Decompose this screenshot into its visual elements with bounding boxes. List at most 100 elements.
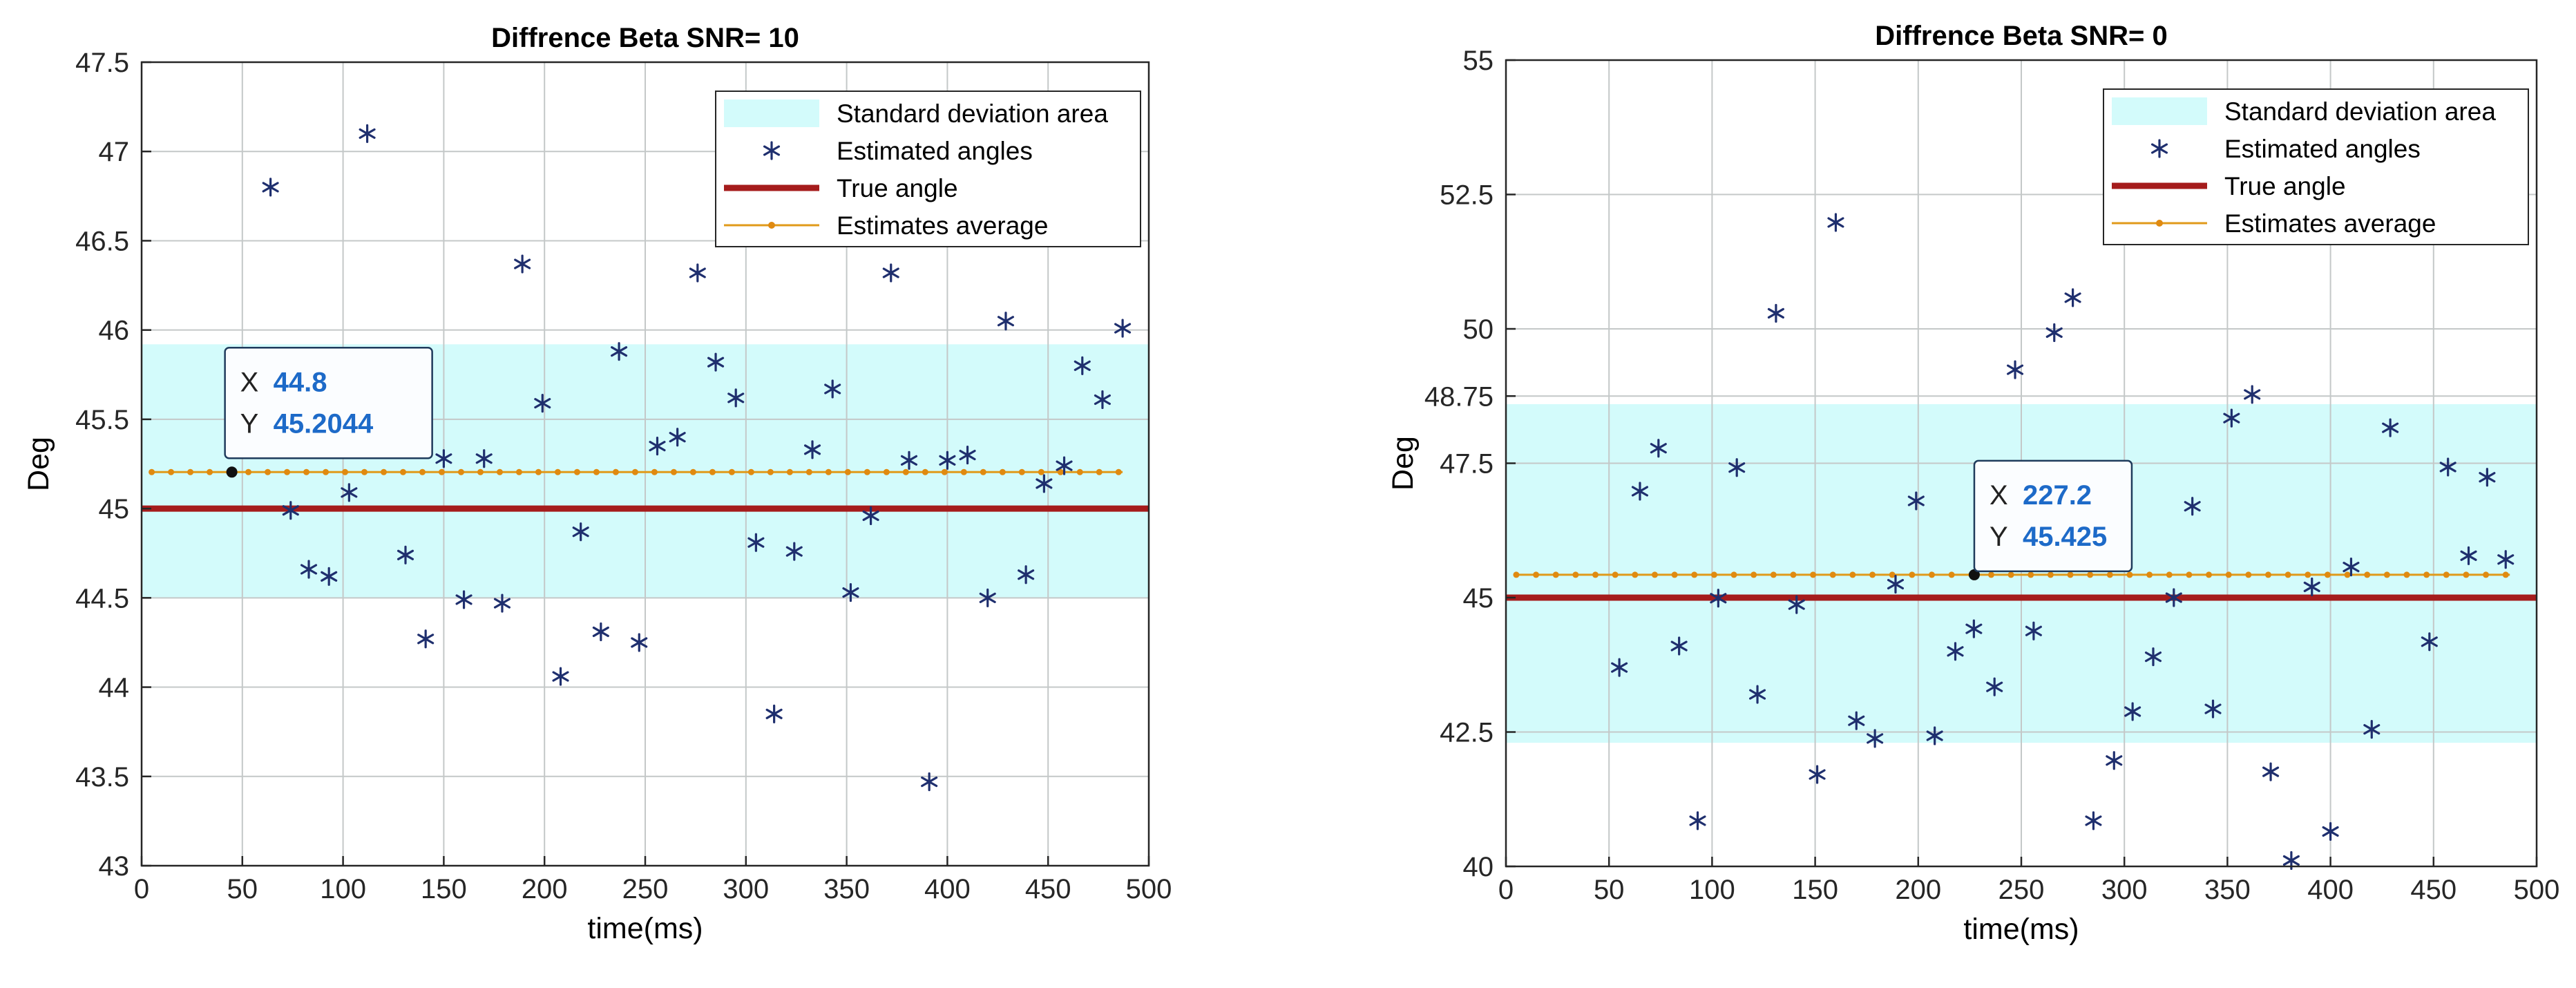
average-marker: [303, 468, 310, 475]
estimated-angle-point: [534, 394, 551, 413]
average-marker: [149, 468, 155, 475]
marker-stroke: [493, 598, 511, 609]
marker-stroke: [455, 594, 473, 605]
estimated-angle-point: [747, 533, 765, 552]
average-marker: [245, 468, 252, 475]
average-marker: [1750, 571, 1757, 578]
estimated-angle-point: [1788, 595, 1805, 614]
x-tick-label: 0: [1498, 875, 1514, 905]
data-tip-x-label: X: [1990, 480, 2008, 511]
estimated-angle-point: [921, 772, 938, 792]
average-marker: [651, 468, 658, 475]
marker-stroke: [552, 671, 569, 682]
average-marker: [1909, 571, 1916, 578]
estimated-angle-point: [900, 450, 918, 470]
marker-stroke: [997, 316, 1015, 327]
estimated-angle-point: [1887, 574, 1905, 594]
average-marker: [728, 468, 735, 475]
data-tip-y-label: Y: [240, 408, 259, 439]
average-marker: [2344, 571, 2351, 578]
estimated-angle-point: [2085, 811, 2102, 830]
average-marker: [573, 468, 580, 475]
average-marker: [593, 468, 600, 475]
average-marker: [207, 468, 213, 475]
average-marker: [419, 468, 426, 475]
marker-stroke: [2204, 703, 2222, 714]
marker-stroke: [2124, 706, 2141, 717]
estimated-angle-point: [2124, 702, 2141, 721]
data-tip-y-value: 45.2044: [274, 408, 374, 439]
average-marker: [747, 468, 754, 475]
legend-label: Estimates average: [837, 211, 1048, 240]
marker-stroke: [1947, 646, 1964, 657]
estimated-angle-point: [1926, 726, 1943, 745]
marker-stroke: [765, 708, 783, 719]
average-marker: [2403, 571, 2410, 578]
marker-stroke: [2165, 592, 2182, 603]
average-marker: [323, 468, 330, 475]
marker-stroke: [785, 546, 803, 557]
marker-stroke: [2382, 422, 2399, 433]
marker-stroke: [1650, 443, 1667, 454]
estimated-angle-point: [2439, 457, 2456, 477]
marker-stroke: [2106, 755, 2123, 766]
x-tick-label: 300: [2101, 875, 2148, 905]
chart-panel-2: 0 50 100 150 200 250 300 350 400 450 500 40 42.5 45 47…: [1386, 21, 2559, 946]
marker-stroke: [1848, 715, 1865, 726]
legend-label: True angle: [837, 174, 958, 202]
average-marker: [999, 468, 1006, 475]
estimated-angle-point: [1094, 390, 1111, 410]
legend-symbol-average-dot: [2156, 220, 2163, 227]
estimated-angle-point: [2262, 762, 2280, 781]
estimated-angle-point: [1767, 303, 1784, 323]
average-marker: [612, 468, 619, 475]
average-marker: [2225, 571, 2232, 578]
marker-stroke: [1887, 578, 1905, 590]
x-axis-label: time(ms): [587, 912, 703, 945]
average-marker: [1115, 468, 1122, 475]
average-marker: [1533, 571, 1540, 578]
average-marker: [1552, 571, 1559, 578]
marker-stroke: [2363, 724, 2381, 735]
data-tip-y-value: 45.425: [2023, 522, 2107, 552]
chart-panel-1: 0 50 100 150 200 250 300 350 400 450 500 43 43.5 44 44…: [22, 23, 1172, 945]
marker-stroke: [300, 564, 318, 575]
data-tip-box: [1973, 459, 2133, 573]
x-tick-label: 400: [924, 874, 971, 904]
average-marker: [2146, 571, 2153, 578]
average-marker: [515, 468, 522, 475]
marker-stroke: [1767, 307, 1784, 319]
average-marker: [2463, 571, 2470, 578]
average-marker: [1612, 571, 1619, 578]
average-marker: [1057, 468, 1064, 475]
estimated-angle-point: [2106, 751, 2123, 770]
average-marker: [1790, 571, 1797, 578]
y-tick-label: 46.5: [75, 226, 129, 256]
legend-symbol-std-area: [2112, 97, 2207, 125]
x-tick-label: 150: [1792, 875, 1838, 905]
average-marker: [381, 468, 388, 475]
marker-stroke: [1056, 460, 1073, 471]
estimated-angle-point: [1036, 474, 1053, 493]
average-marker: [805, 468, 812, 475]
legend: Standard deviation area Estimated angles T…: [715, 91, 1141, 247]
average-marker: [342, 468, 349, 475]
x-tick-label: 200: [1895, 875, 1941, 905]
estimated-angle-point: [2363, 720, 2381, 739]
y-tick-label: 43: [99, 851, 130, 882]
marker-stroke: [2497, 554, 2515, 565]
marker-stroke: [1788, 599, 1805, 610]
ticks: [1505, 59, 2538, 868]
estimated-angle-point: [1728, 458, 1746, 477]
marker-stroke: [631, 637, 648, 648]
marker-stroke: [1670, 640, 1688, 652]
estimated-angle-point: [707, 352, 725, 372]
marker-stroke: [649, 441, 666, 452]
marker-stroke: [2085, 815, 2102, 826]
average-marker: [689, 468, 696, 475]
estimates-average-markers: [149, 468, 1122, 475]
marker-stroke: [1728, 462, 1746, 473]
x-tick-label: 400: [2307, 875, 2354, 905]
data-tip-box: [224, 347, 433, 459]
